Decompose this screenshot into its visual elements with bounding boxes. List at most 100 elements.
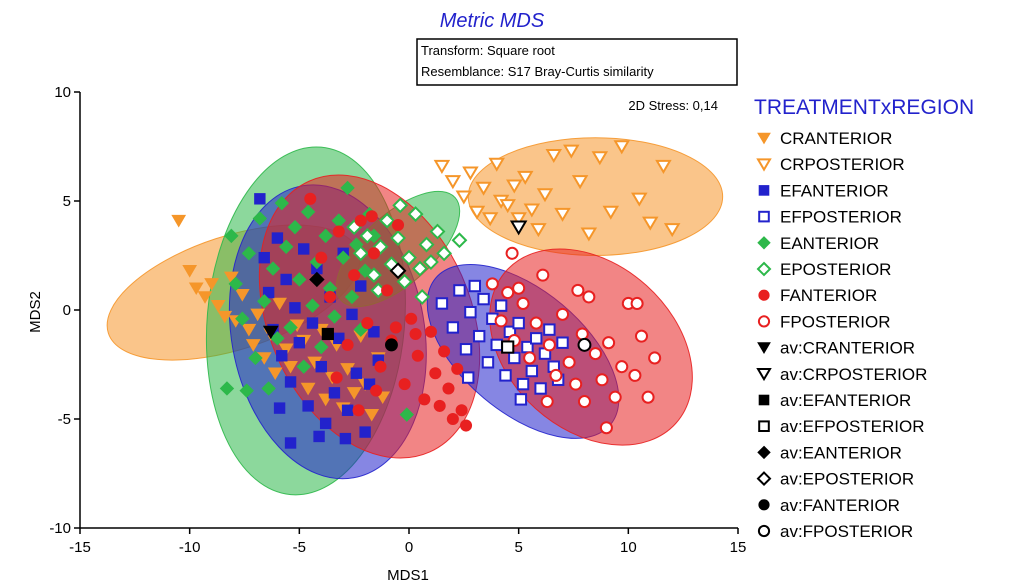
data-point bbox=[248, 350, 263, 366]
data-point bbox=[433, 399, 446, 412]
data-point bbox=[381, 284, 394, 297]
data-point bbox=[525, 364, 539, 378]
data-point bbox=[219, 381, 235, 396]
data-point bbox=[315, 251, 328, 264]
data-point bbox=[385, 338, 398, 352]
data-point bbox=[265, 261, 281, 276]
data-point bbox=[298, 243, 310, 255]
transform-line: Transform: Square root bbox=[421, 43, 555, 58]
data-point bbox=[274, 195, 289, 211]
data-point bbox=[485, 277, 499, 291]
x-axis-label: MDS1 bbox=[387, 567, 429, 584]
data-point bbox=[305, 298, 320, 313]
data-point bbox=[464, 305, 477, 319]
legend-marker bbox=[756, 471, 772, 487]
data-point bbox=[296, 359, 311, 374]
x-tick-label: -5 bbox=[293, 539, 306, 556]
data-point bbox=[655, 159, 672, 174]
data-point bbox=[530, 332, 543, 345]
legend-label: av:EPOSTERIOR bbox=[780, 470, 914, 489]
data-point bbox=[494, 314, 508, 328]
data-point bbox=[536, 268, 550, 282]
data-point bbox=[350, 367, 363, 379]
data-point bbox=[499, 199, 516, 214]
data-point bbox=[262, 325, 279, 340]
series-av-efposterior bbox=[501, 340, 515, 354]
data-point bbox=[392, 197, 409, 214]
series-av-fanterior bbox=[385, 338, 398, 352]
legend-marker bbox=[757, 132, 771, 145]
data-point bbox=[468, 205, 486, 220]
data-point bbox=[273, 402, 286, 414]
legend-item-av-fposterior: av:FPOSTERIOR bbox=[757, 522, 913, 541]
data-point bbox=[210, 299, 226, 313]
legend-marker bbox=[756, 368, 772, 382]
legend-label: CRPOSTERIOR bbox=[780, 155, 905, 174]
data-point bbox=[363, 378, 376, 390]
data-point bbox=[529, 316, 543, 330]
data-point bbox=[472, 329, 486, 343]
data-point bbox=[608, 390, 622, 404]
legend-marker bbox=[757, 342, 771, 354]
data-point bbox=[436, 245, 453, 262]
data-point bbox=[364, 408, 380, 422]
legend-label: av:EFPOSTERIOR bbox=[780, 417, 925, 436]
data-point bbox=[569, 377, 583, 391]
data-point bbox=[171, 214, 187, 228]
data-point bbox=[272, 297, 287, 311]
legend-item-av-crposterior: av:CRPOSTERIOR bbox=[756, 365, 927, 384]
data-point bbox=[341, 338, 354, 351]
data-point bbox=[549, 368, 563, 382]
data-point bbox=[429, 367, 442, 380]
data-point bbox=[523, 351, 537, 365]
data-point bbox=[228, 276, 243, 292]
data-point bbox=[514, 393, 528, 406]
data-point bbox=[314, 339, 329, 355]
data-point bbox=[451, 232, 468, 249]
data-point bbox=[339, 432, 352, 445]
y-tick-label: -10 bbox=[49, 520, 71, 537]
resemblance-line: Resemblance: S17 Bray-Curtis similarity bbox=[421, 64, 654, 79]
legend-marker bbox=[757, 524, 771, 538]
data-point bbox=[284, 437, 297, 449]
legend-label: FANTERIOR bbox=[780, 286, 877, 305]
data-point bbox=[352, 404, 365, 417]
data-point bbox=[293, 337, 306, 349]
x-tick-label: 0 bbox=[405, 539, 413, 556]
data-point bbox=[258, 251, 270, 264]
data-point bbox=[267, 367, 283, 381]
data-point bbox=[634, 329, 649, 343]
data-point bbox=[446, 321, 460, 334]
legend-marker bbox=[756, 261, 772, 277]
data-point bbox=[591, 151, 609, 166]
legend-item-efanterior: EFANTERIOR bbox=[758, 181, 889, 200]
data-point bbox=[261, 381, 276, 396]
data-point bbox=[628, 368, 642, 382]
data-point bbox=[512, 281, 526, 295]
data-point bbox=[278, 239, 294, 254]
data-point bbox=[370, 384, 383, 397]
series-av-cranterior bbox=[262, 325, 279, 340]
y-tick-label: 5 bbox=[63, 193, 71, 210]
legend-label: av:CRPOSTERIOR bbox=[780, 365, 927, 384]
series-av-fposterior bbox=[577, 337, 592, 352]
series-efposterior bbox=[435, 279, 569, 406]
chart-title: Metric MDS bbox=[440, 10, 545, 32]
data-point bbox=[516, 296, 530, 310]
data-point bbox=[631, 192, 648, 207]
data-point bbox=[224, 228, 239, 244]
data-point bbox=[280, 273, 292, 286]
data-point bbox=[446, 412, 459, 426]
data-point bbox=[392, 218, 405, 232]
x-tick-label: 15 bbox=[730, 539, 747, 556]
data-point bbox=[330, 371, 343, 384]
data-point bbox=[477, 292, 490, 306]
data-point bbox=[455, 190, 473, 205]
data-point bbox=[284, 376, 297, 388]
data-point bbox=[341, 404, 354, 416]
legend-marker bbox=[758, 499, 770, 511]
data-point bbox=[510, 212, 527, 227]
data-point bbox=[313, 430, 325, 443]
data-point bbox=[318, 228, 333, 244]
data-point bbox=[641, 390, 655, 404]
